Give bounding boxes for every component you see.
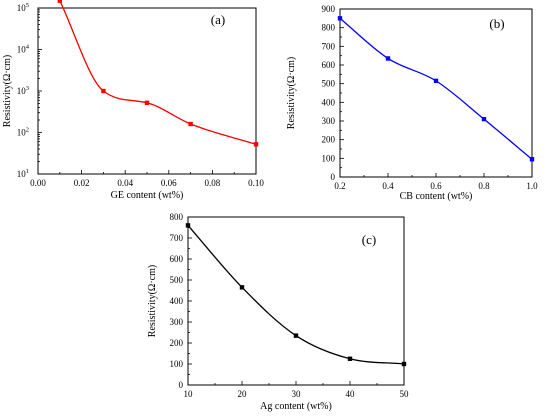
y-tick-label: 500 (170, 275, 184, 285)
x-tick-label: 0.6 (430, 181, 442, 191)
x-tick-label: 20 (238, 389, 248, 399)
x-tick-label: 10 (184, 389, 194, 399)
x-tick-label: 30 (292, 389, 302, 399)
data-point (337, 16, 343, 21)
data-point (101, 88, 106, 94)
y-tick-label: 700 (170, 233, 184, 243)
y-tick-label: 105 (17, 2, 29, 13)
y-tick-label: 600 (322, 60, 336, 70)
x-tick-label: 0.04 (117, 178, 133, 188)
x-tick-label: 0.00 (30, 178, 46, 188)
y-tick-label: 0 (179, 380, 184, 390)
x-tick-label: 0.8 (478, 181, 490, 191)
panel-label: (c) (362, 232, 376, 247)
chart-panel-b: 0.2 0.4 0.6 0.8 1.0 0 100 200 300 400 500 600 700 800… (286, 4, 538, 202)
x-axis-label: GE content (wt%) (111, 190, 184, 201)
x-tick-label: 0.08 (205, 178, 221, 188)
y-tick-label: 100 (322, 153, 336, 163)
y-tick-label: 300 (170, 317, 184, 327)
y-tick-label: 104 (17, 44, 30, 55)
y-tick-label: 900 (322, 4, 336, 14)
data-point (144, 100, 150, 105)
data-point (293, 333, 299, 338)
plot-frame (37, 7, 257, 175)
y-axis-label: Resistivity(Ω·cm) (286, 57, 297, 129)
fit-curve (339, 17, 533, 160)
y-tick-label: 200 (322, 135, 336, 145)
y-tick-label: 400 (170, 296, 184, 306)
y-tick-label: 700 (322, 41, 336, 51)
y-axis-label: Resistivity(Ω·cm) (2, 55, 13, 127)
x-axis-label: Ag content (wt%) (260, 401, 332, 412)
y-tick-label: 200 (170, 338, 184, 348)
x-tick-label: 0.06 (161, 178, 177, 188)
data-point (481, 116, 487, 122)
y-tick-label: 800 (322, 23, 336, 33)
fit-curve (187, 224, 405, 365)
data-point (385, 56, 391, 61)
data-point (529, 157, 535, 162)
data-point (401, 361, 407, 367)
data-point (57, 0, 62, 3)
data-point (253, 142, 259, 147)
y-tick-label: 103 (17, 85, 29, 96)
y-tick-label: 500 (322, 79, 336, 89)
x-tick-label: 40 (346, 389, 356, 399)
y-tick-label: 101 (17, 168, 29, 179)
chart-panel-a: 0.00 0.02 0.04 0.06 0.08 0.10 101 102 103 104 105 G… (2, 0, 264, 201)
data-point (433, 78, 439, 84)
x-tick-label: 0.10 (248, 178, 264, 188)
y-tick-label: 0 (331, 172, 336, 182)
fit-curve (59, 0, 257, 145)
y-axis-label: Resistivity(Ω·cm) (147, 265, 158, 337)
data-point (188, 121, 193, 127)
x-tick-label: 0.4 (382, 181, 394, 191)
x-tick-label: 0.2 (334, 181, 345, 191)
y-tick-label: 300 (322, 116, 336, 126)
x-tick-label: 1.0 (526, 181, 538, 191)
x-tick-label: 50 (400, 389, 410, 399)
y-tick-label: 800 (170, 212, 184, 222)
data-point (347, 356, 353, 361)
x-axis-label: CB content (wt%) (400, 191, 473, 202)
y-tick-label: 100 (170, 359, 184, 369)
y-tick-label: 600 (170, 254, 184, 264)
y-tick-label: 400 (322, 97, 336, 107)
data-point (239, 285, 245, 290)
y-tick-label: 102 (17, 127, 29, 138)
x-tick-label: 0.02 (74, 178, 90, 188)
panel-label: (a) (211, 12, 225, 27)
plot-frame (339, 8, 533, 178)
data-point (185, 223, 191, 228)
panel-label: (b) (489, 16, 504, 31)
